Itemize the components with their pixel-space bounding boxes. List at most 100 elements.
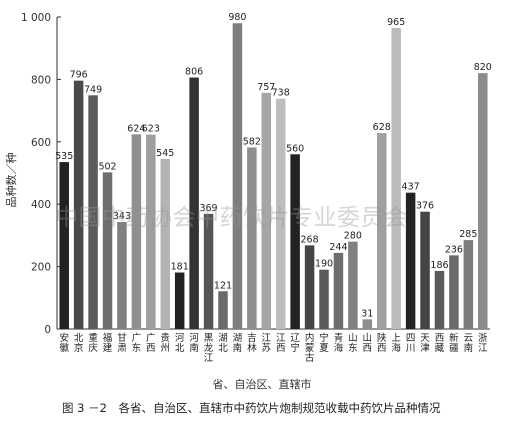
- x-tick-label: 上海: [391, 333, 401, 354]
- y-axis-ticks: 0 200 400 600 800 1 000: [21, 12, 490, 336]
- bar: [261, 92, 272, 329]
- x-tick-label: 江西: [276, 333, 286, 354]
- data-label: 757: [257, 82, 275, 93]
- x-tick-label: 江苏: [262, 333, 272, 354]
- x-tick-label: 河南: [189, 332, 199, 354]
- bar: [232, 23, 243, 330]
- bar: [160, 158, 170, 329]
- data-label: 244: [329, 242, 347, 253]
- x-tick-label: 天津: [420, 333, 430, 354]
- x-tick-label: 宁夏: [319, 332, 329, 354]
- data-label: 181: [171, 262, 189, 273]
- x-tick-label: 甘肃: [117, 332, 127, 354]
- figure-caption: 图 3 －2 各省、自治区、直辖市中药饮片炮制规范收载中药饮片品种情况: [62, 401, 441, 415]
- bar: [275, 98, 286, 330]
- x-tick-label: 新疆: [449, 332, 459, 354]
- data-label: 343: [113, 211, 131, 222]
- bar: [348, 241, 358, 329]
- data-label: 965: [387, 17, 405, 28]
- x-tick-label: 西藏: [435, 333, 445, 354]
- data-label: 535: [55, 151, 73, 162]
- data-label: 121: [214, 280, 232, 291]
- bar: [203, 213, 214, 329]
- y-tick-label: 800: [31, 74, 51, 86]
- x-tick-label: 黑龙江: [204, 333, 214, 364]
- x-tick-label: 福建: [103, 332, 113, 354]
- x-tick-label: 辽宁: [290, 332, 300, 354]
- x-tick-label: 青海: [334, 332, 344, 354]
- x-axis-tick-labels: 安徽北京重庆福建甘肃广东广西贵州河北河南黑龙江湖北湖南吉林江苏江西辽宁内蒙古宁夏…: [59, 332, 488, 364]
- data-label: 285: [459, 229, 477, 240]
- x-tick-label: 浙江: [478, 332, 488, 354]
- data-label: 980: [228, 12, 246, 23]
- bar: [174, 272, 185, 329]
- bar: [247, 147, 257, 329]
- bar: [146, 134, 156, 329]
- bar: [218, 291, 228, 329]
- bar: [117, 221, 127, 329]
- x-tick-label: 贵州: [160, 332, 170, 354]
- data-label: 820: [474, 62, 492, 73]
- x-tick-label: 北京: [74, 333, 84, 354]
- data-label: 545: [156, 148, 174, 159]
- bar: [463, 240, 474, 329]
- data-label: 437: [402, 182, 420, 193]
- x-axis-label: 省、自治区、直辖市: [213, 377, 312, 391]
- bar: [449, 255, 459, 329]
- bar: [420, 211, 430, 329]
- bar: [189, 77, 199, 329]
- bar: [391, 27, 401, 329]
- bar: [377, 133, 387, 329]
- data-label: 806: [185, 67, 203, 78]
- y-tick-label: 200: [31, 262, 51, 274]
- bar: [59, 162, 69, 329]
- x-tick-label: 吉林: [247, 333, 257, 354]
- bar: [319, 269, 329, 329]
- y-tick-label: 400: [31, 199, 51, 211]
- y-axis-label: 品种数／种: [4, 153, 18, 208]
- bar: [131, 134, 142, 329]
- y-tick-label: 1 000: [21, 12, 51, 24]
- data-label: 31: [361, 308, 373, 319]
- x-tick-label: 重庆: [88, 332, 98, 354]
- x-tick-label: 安徽: [59, 332, 69, 354]
- bar: [434, 270, 445, 329]
- data-label: 186: [430, 260, 448, 271]
- x-tick-label: 广西: [146, 332, 156, 354]
- x-tick-label: 四川: [406, 333, 416, 354]
- data-label: 376: [416, 201, 434, 212]
- data-label: 623: [142, 124, 160, 135]
- data-label: 628: [373, 122, 391, 133]
- x-tick-label: 湖南: [233, 333, 243, 354]
- y-tick-label: 0: [44, 324, 51, 336]
- x-tick-label: 湖北: [218, 333, 228, 354]
- x-tick-label: 河北: [175, 332, 185, 354]
- bars: [59, 23, 488, 330]
- bar: [102, 172, 113, 329]
- x-tick-label: 云南: [464, 333, 474, 354]
- x-tick-label: 广东: [132, 332, 142, 354]
- bar: [304, 245, 315, 329]
- data-label: 369: [199, 203, 217, 214]
- data-label: 582: [243, 136, 261, 147]
- data-label: 738: [272, 88, 290, 99]
- data-label: 280: [344, 231, 362, 242]
- bar: [362, 319, 373, 329]
- data-label: 190: [315, 259, 333, 270]
- bar: [88, 95, 98, 329]
- bar: [405, 192, 416, 329]
- data-label: 236: [445, 244, 463, 255]
- data-label: 796: [70, 70, 88, 81]
- bar: [478, 73, 488, 329]
- data-label: 749: [84, 84, 102, 95]
- y-tick-label: 600: [31, 137, 51, 149]
- data-label: 268: [301, 234, 319, 245]
- data-label: 624: [127, 123, 145, 134]
- bar: [290, 154, 300, 329]
- x-tick-label: 山西: [363, 333, 373, 354]
- data-label: 560: [286, 143, 304, 154]
- bar: [333, 252, 344, 329]
- data-label: 502: [98, 161, 116, 172]
